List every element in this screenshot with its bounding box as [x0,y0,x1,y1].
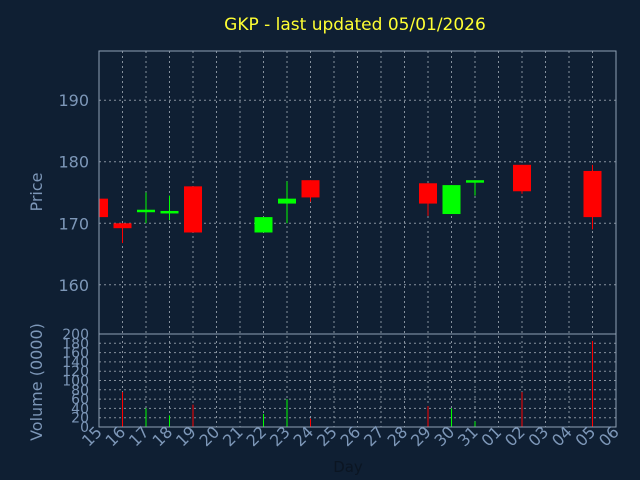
axes: 1601701801900204060801001201401601802001… [58,50,623,450]
candle-body [583,170,602,218]
price-tick-label: 160 [58,276,89,295]
price-axis-title: Price [27,172,46,211]
volume-tick-label: 0 [80,420,89,436]
candle-body [254,217,273,233]
price-tick-label: 170 [58,214,89,233]
volume-tick-label: 140 [62,355,89,371]
volume-tick-label: 120 [62,364,89,380]
volume-tick-label: 160 [62,346,89,362]
candle-body [466,180,484,183]
volume-tick-label: 180 [62,336,89,352]
chart-title: GKP - last updated 05/01/2026 [224,15,486,35]
volume-tick-label: 40 [71,401,89,417]
price-tick-label: 180 [58,153,89,172]
candle-body [513,164,531,192]
candle-body [160,210,179,214]
x-axis-title: Day [333,458,363,476]
candle-body [301,180,320,198]
volume-tick-label: 60 [71,392,89,408]
candle-body [137,209,155,213]
candle-body [442,185,461,215]
candle-body [99,198,108,218]
price-tick-label: 190 [58,91,89,110]
volume-tick-label: 20 [71,411,89,427]
candle-body [184,186,202,233]
volume-axis-title: Volume (0000) [27,323,46,441]
volume-tick-label: 100 [62,374,89,390]
volume-panel-border [98,333,617,428]
candle-body [113,223,132,229]
volume-tick-label: 200 [62,327,89,343]
candle-body [419,183,437,204]
volume-tick-label: 80 [71,383,89,399]
candle-body [278,198,296,204]
grid [98,51,617,427]
volume-bars [98,340,593,427]
candles [98,164,602,243]
